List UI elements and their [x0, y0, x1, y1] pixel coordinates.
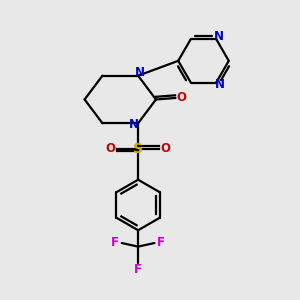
Text: O: O	[177, 91, 187, 104]
Text: N: N	[135, 66, 145, 79]
Text: N: N	[215, 78, 225, 91]
Text: F: F	[157, 236, 165, 249]
Text: F: F	[111, 236, 119, 249]
Text: F: F	[134, 263, 142, 276]
Text: O: O	[160, 142, 170, 155]
Text: O: O	[106, 142, 116, 155]
Text: S: S	[133, 142, 143, 155]
Text: N: N	[214, 30, 224, 43]
Text: N: N	[129, 118, 139, 131]
